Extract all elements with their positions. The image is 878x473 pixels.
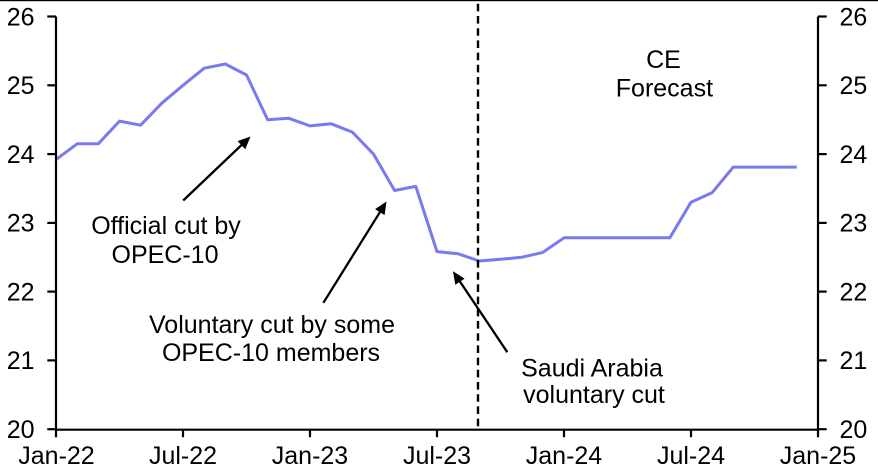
svg-text:24: 24	[7, 141, 35, 169]
svg-text:Jul-24: Jul-24	[657, 442, 725, 470]
svg-text:Jul-23: Jul-23	[403, 442, 471, 470]
svg-text:21: 21	[7, 347, 35, 375]
svg-text:OPEC-10 members: OPEC-10 members	[162, 339, 380, 367]
svg-text:Official cut by: Official cut by	[91, 212, 241, 240]
svg-text:25: 25	[7, 72, 35, 100]
svg-text:Jan-25: Jan-25	[780, 442, 856, 470]
svg-text:23: 23	[840, 210, 868, 238]
svg-text:Jul-22: Jul-22	[149, 442, 217, 470]
svg-text:26: 26	[840, 3, 868, 31]
svg-text:OPEC-10: OPEC-10	[112, 241, 219, 269]
svg-text:22: 22	[840, 278, 868, 306]
svg-text:Jan-23: Jan-23	[272, 442, 348, 470]
svg-text:20: 20	[840, 416, 868, 444]
svg-text:20: 20	[7, 416, 35, 444]
svg-text:23: 23	[7, 210, 35, 238]
svg-text:Voluntary cut by some: Voluntary cut by some	[149, 311, 395, 339]
svg-text:24: 24	[840, 141, 868, 169]
svg-text:Jan-24: Jan-24	[526, 442, 603, 470]
svg-text:26: 26	[7, 3, 35, 31]
svg-text:voluntary cut: voluntary cut	[523, 381, 665, 409]
svg-text:22: 22	[7, 278, 35, 306]
svg-text:21: 21	[840, 347, 868, 375]
svg-text:Forecast: Forecast	[616, 74, 713, 102]
svg-text:25: 25	[840, 72, 868, 100]
svg-text:CE: CE	[646, 46, 681, 74]
svg-text:Jan-22: Jan-22	[18, 442, 94, 470]
svg-text:Saudi Arabia: Saudi Arabia	[521, 354, 663, 382]
